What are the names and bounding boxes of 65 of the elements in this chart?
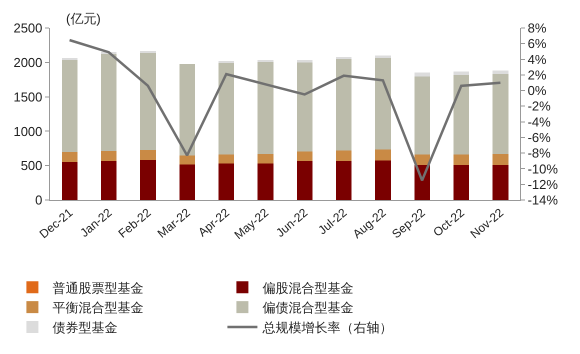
bar xyxy=(296,60,312,63)
bar xyxy=(100,53,117,152)
legend-label: 偏债混合型基金 xyxy=(262,300,354,316)
text: (亿元) xyxy=(66,11,101,26)
bar xyxy=(453,154,470,165)
bar xyxy=(179,64,195,156)
bar xyxy=(296,152,312,162)
y2-tick-label: -2% xyxy=(528,98,552,114)
y2-tick-label: 2% xyxy=(528,67,547,82)
bar xyxy=(62,162,78,200)
y-tick-label: 1500 xyxy=(13,89,42,104)
legend-label: 偏股混合型基金 xyxy=(262,280,354,296)
bar xyxy=(492,70,508,74)
bar xyxy=(414,76,430,155)
bar xyxy=(296,161,312,200)
y2-tick-label: -10% xyxy=(528,161,558,176)
bar xyxy=(179,155,195,165)
y2-tick-label: -6% xyxy=(528,130,552,145)
bar xyxy=(336,161,352,200)
bar xyxy=(453,74,470,155)
legend-label: 总规模增长率（右轴） xyxy=(261,320,392,336)
y2-tick-label: -8% xyxy=(528,146,552,161)
bar xyxy=(218,164,234,200)
y2-tick-label: 8% xyxy=(528,20,547,36)
bar xyxy=(218,62,234,154)
legend-label: 普通股票型基金 xyxy=(52,280,144,296)
legend-label: 债券型基金 xyxy=(52,320,118,336)
bar xyxy=(100,151,117,162)
bar xyxy=(453,164,470,200)
bar xyxy=(258,164,274,200)
legend-label: 平衡混合型基金 xyxy=(52,300,144,316)
bar xyxy=(336,150,352,162)
bar xyxy=(258,62,274,154)
y2-tick-label: -4% xyxy=(528,114,552,130)
bar xyxy=(492,74,508,154)
y-tick-label: 0 xyxy=(35,192,42,208)
y-tick-label: 500 xyxy=(20,158,42,174)
line-series xyxy=(68,38,502,182)
bar xyxy=(375,150,391,161)
y-tick-label: 1000 xyxy=(13,124,42,139)
bar xyxy=(140,150,156,160)
y2-tick-label: -12% xyxy=(528,176,558,192)
bar xyxy=(179,164,195,200)
y2-tick-label: 4% xyxy=(528,52,547,67)
bar xyxy=(218,154,234,164)
y2-tick-label: 0% xyxy=(528,83,547,98)
bar xyxy=(414,72,430,76)
y-tick-label: 2000 xyxy=(13,54,42,70)
bar xyxy=(453,71,470,75)
bar xyxy=(375,56,391,58)
bar xyxy=(100,161,117,200)
y2-tick-label: -14% xyxy=(528,192,558,208)
bar xyxy=(140,160,156,200)
bar xyxy=(375,160,391,200)
bar xyxy=(62,152,78,162)
bar xyxy=(62,59,78,152)
y2-tick-label: 6% xyxy=(528,36,547,52)
bar xyxy=(258,154,274,164)
bar xyxy=(296,62,312,152)
bar xyxy=(336,59,352,150)
y-tick-label: 2500 xyxy=(13,20,42,36)
bar xyxy=(140,52,156,150)
bar xyxy=(375,58,391,150)
bar xyxy=(492,164,508,200)
bar xyxy=(492,154,508,165)
